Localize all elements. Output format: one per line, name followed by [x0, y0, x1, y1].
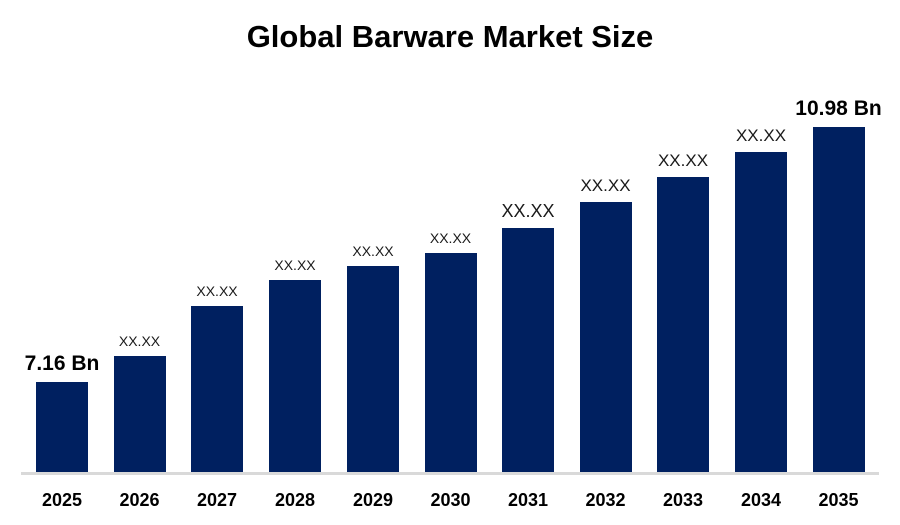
x-axis-tick-2025: 2025 — [41, 490, 83, 510]
bar-value-label-2029: XX.XX — [352, 243, 394, 259]
x-axis-tick-2034: 2034 — [740, 490, 782, 510]
bar-value-label-2035: 10.98 Bn — [795, 97, 882, 120]
bar-2027 — [191, 306, 243, 472]
bar-value-label-2034: XX.XX — [735, 126, 787, 145]
bar-2030 — [424, 253, 477, 472]
bar-2028 — [269, 280, 321, 472]
x-axis-tick-2030: 2030 — [430, 490, 471, 510]
bar-2033 — [657, 177, 709, 472]
bar-2026 — [113, 356, 166, 472]
bar-value-label-2033: XX.XX — [657, 151, 709, 170]
bar-2034 — [735, 152, 787, 472]
x-axis-tick-2029: 2029 — [352, 490, 394, 510]
bar-2025 — [36, 382, 88, 472]
x-axis-tick-2032: 2032 — [585, 490, 626, 510]
bar-2032 — [579, 202, 632, 472]
bar-value-label-2027: XX.XX — [196, 283, 238, 299]
bar-2035 — [812, 127, 865, 472]
x-axis-tick-2031: 2031 — [507, 490, 549, 510]
bar-value-label-2025: 7.16 Bn — [24, 352, 100, 375]
bar-2031 — [502, 228, 554, 472]
bar-value-label-2026: XX.XX — [118, 333, 161, 349]
bar-2029 — [347, 266, 399, 472]
x-axis-tick-2033: 2033 — [662, 490, 704, 510]
bar-value-label-2032: XX.XX — [580, 176, 631, 195]
x-axis-tick-2028: 2028 — [274, 490, 316, 510]
chart-title: Global Barware Market Size — [246, 19, 654, 54]
bar-value-label-2028: XX.XX — [274, 257, 316, 273]
x-axis-tick-2027: 2027 — [196, 490, 238, 510]
x-axis-tick-2035: 2035 — [818, 490, 859, 510]
bar-value-label-2030: XX.XX — [429, 230, 472, 246]
x-axis-line — [21, 472, 879, 475]
x-axis-tick-2026: 2026 — [119, 490, 160, 510]
bar-value-label-2031: XX.XX — [501, 201, 555, 221]
